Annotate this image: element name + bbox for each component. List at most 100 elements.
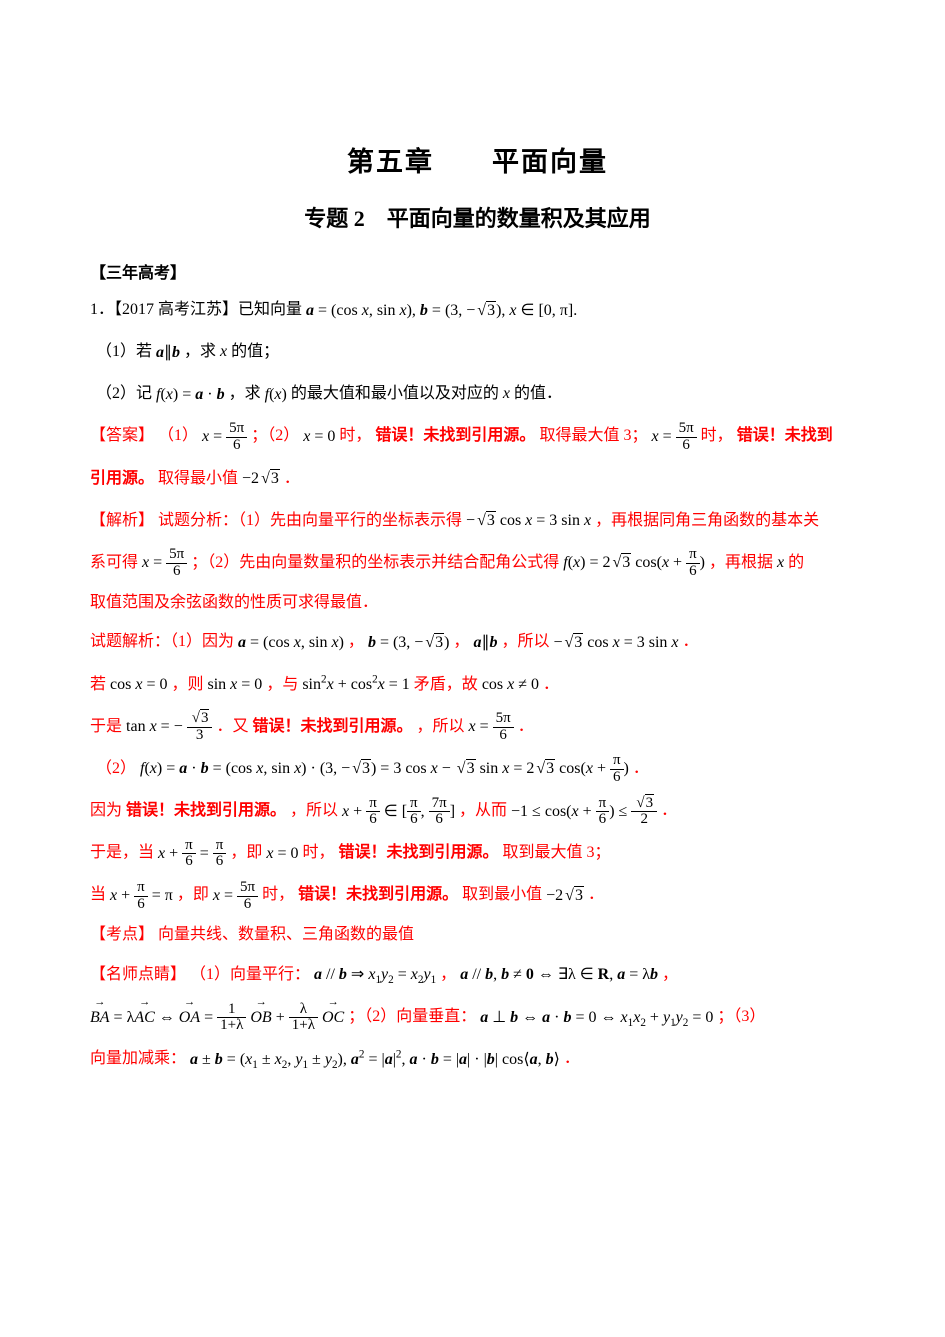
math: a∥b <box>473 622 497 664</box>
text: 因为 <box>90 802 122 819</box>
text: ． <box>564 1050 580 1067</box>
text: ；（3） <box>717 1008 765 1025</box>
text: （2）记 <box>96 385 156 402</box>
document-page: 第五章 平面向量 专题 2 平面向量的数量积及其应用 【三年高考】 1．【201… <box>0 0 945 1140</box>
tip-line2: BA = λAC ⇔ OA = 11+λ OB + λ1+λ OC ；（2）向量… <box>90 996 865 1038</box>
math: cos x ≠ 0 <box>482 664 539 706</box>
tip-line1: 【名师点睛】 （1）向量平行： a // b ⇒ x1y2 = x2y1 ， a… <box>90 954 865 996</box>
analysis-label: 【解析】 <box>90 512 154 529</box>
text: 向量加减乘： <box>90 1050 186 1067</box>
text: ，与 <box>266 676 302 693</box>
text: 1．【2017 高考江苏】已知向量 <box>90 301 306 318</box>
math: f(x) <box>265 374 287 416</box>
text: 试题解析：（1）因为 <box>90 633 238 650</box>
solution-line5: 因为 错误！未找到引用源。 ，所以 x + π6 ∈ [π6, 7π6] ，从而… <box>90 790 865 832</box>
text: ，所以 <box>290 802 342 819</box>
analysis-line1: 【解析】 试题分析：（1）先由向量平行的坐标表示得 −3 cos x = 3 s… <box>90 500 865 542</box>
tip-line3: 向量加减乘： a ± b = (x1 ± x2, y1 ± y2), a2 = … <box>90 1038 865 1080</box>
q1-line1: 1．【2017 高考江苏】已知向量 a = (cos x, sin x), b … <box>90 289 865 331</box>
text: 当 <box>90 886 110 903</box>
text: ；（2）向量垂直： <box>348 1008 476 1025</box>
text: ．又 <box>216 718 248 735</box>
text: ，即 <box>177 886 213 903</box>
math: x = 5π6 <box>651 416 696 458</box>
text: 取到最大值 3； <box>503 844 611 861</box>
text: ，即 <box>230 844 266 861</box>
math: x <box>220 343 227 360</box>
text: ，再根据 <box>709 554 777 571</box>
math: BA = λAC ⇔ OA = 11+λ OB + λ1+λ OC <box>90 997 344 1039</box>
text: 的 <box>788 554 804 571</box>
text: 的值； <box>231 343 279 360</box>
text: ，从而 <box>459 802 511 819</box>
text: ． <box>588 886 604 903</box>
math: x = 5π6 <box>469 706 514 748</box>
text: ；（2） <box>251 427 299 444</box>
text: ，求 <box>184 343 220 360</box>
answer-line1: 【答案】 （1） x = 5π6 ；（2） x = 0 时， 错误！未找到引用源… <box>90 415 865 457</box>
text: ， <box>348 633 364 650</box>
math: x = 5π6 <box>202 416 247 458</box>
math: f(x) = 23 cos(x + π6) <box>563 542 705 584</box>
error-ref: 引用源。 <box>90 470 154 487</box>
math: a∥b <box>156 332 180 374</box>
solution-line2: 若 cos x = 0 ，则 sin x = 0 ，与 sin2x + cos2… <box>90 664 865 706</box>
math: −3 cos x = 3 sin x <box>553 622 678 664</box>
error-ref: 错误！未找到引用源。 <box>298 886 458 903</box>
text: ． <box>661 802 677 819</box>
text: 时， <box>303 844 335 861</box>
keypoint-line: 【考点】 向量共线、数量积、三角函数的最值 <box>90 916 865 954</box>
text: 取得最大值 3； <box>539 427 647 444</box>
text: 于是 <box>90 718 126 735</box>
text: （2） <box>96 760 136 777</box>
text: 若 <box>90 676 110 693</box>
math: x = 5π6 <box>213 875 258 917</box>
text: 时， <box>339 427 371 444</box>
topic-title: 专题 2 平面向量的数量积及其应用 <box>90 201 865 233</box>
text: 时， <box>262 886 294 903</box>
text: 向量共线、数量积、三角函数的最值 <box>158 926 414 943</box>
math: f(x) = a · b <box>156 374 225 416</box>
text: ，求 <box>229 385 265 402</box>
text: 时， <box>701 427 733 444</box>
text: 矛盾，故 <box>414 676 482 693</box>
analysis-line3: 取值范围及余弦函数的性质可求得最值． <box>90 584 865 622</box>
math: x = 0 <box>266 833 298 875</box>
text: ． <box>633 760 649 777</box>
q1-line3: （2）记 f(x) = a · b ，求 f(x) 的最大值和最小值以及对应的 … <box>90 373 865 415</box>
text: 试题分析：（1）先由向量平行的坐标表示得 <box>158 512 466 529</box>
section-exam-label: 【三年高考】 <box>90 259 865 283</box>
math: a ± b = (x1 ± x2, y1 ± y2), a2 = |a|2, a… <box>190 1039 560 1081</box>
text: ；（2）先由向量数量积的坐标表示并结合配角公式得 <box>191 554 563 571</box>
keypoint-label: 【考点】 <box>90 926 154 943</box>
solution-line1: 试题解析：（1）因为 a = (cos x, sin x) ， b = (3, … <box>90 621 865 663</box>
error-ref: 错误！未找到引用源。 <box>375 427 535 444</box>
tip-label: 【名师点睛】 <box>90 966 186 983</box>
error-ref: 错误！未找到引用源。 <box>252 718 412 735</box>
math: −3 cos x = 3 sin x <box>466 500 591 542</box>
math: −23 <box>546 875 584 917</box>
text: ． <box>543 676 559 693</box>
text: ． <box>683 633 699 650</box>
math: b = (3, −3) <box>368 622 449 664</box>
text: 于是，当 <box>90 844 158 861</box>
text: ， <box>440 966 456 983</box>
text: （1）若 <box>96 343 156 360</box>
error-ref: 错误！未找到 <box>737 427 833 444</box>
chapter-title: 第五章 平面向量 <box>90 140 865 179</box>
math: sin2x + cos2x = 1 <box>302 664 409 706</box>
math: a ⊥ b ⇔ a · b = 0 ⇔ x1x2 + y1y2 = 0 <box>480 997 713 1039</box>
error-ref: 错误！未找到引用源。 <box>339 844 499 861</box>
math: x = 0 <box>303 416 335 458</box>
answer-line2: 引用源。 取得最小值 −23 ． <box>90 458 865 500</box>
text: 的最大值和最小值以及对应的 <box>291 385 503 402</box>
text: （1） <box>158 427 198 444</box>
solution-line3: 于是 tan x = − 33 ．又 错误！未找到引用源。 ，所以 x = 5π… <box>90 706 865 748</box>
text: ，所以 <box>501 633 553 650</box>
text: 系可得 <box>90 554 142 571</box>
solution-line7: 当 x + π6 = π ，即 x = 5π6 时， 错误！未找到引用源。 取到… <box>90 874 865 916</box>
math: −1 ≤ cos(x + π6) ≤ 32 <box>511 791 657 833</box>
solution-line6: 于是，当 x + π6 = π6 ，即 x = 0 时， 错误！未找到引用源。 … <box>90 832 865 874</box>
text: ． <box>518 718 534 735</box>
math: −23 <box>242 458 280 500</box>
